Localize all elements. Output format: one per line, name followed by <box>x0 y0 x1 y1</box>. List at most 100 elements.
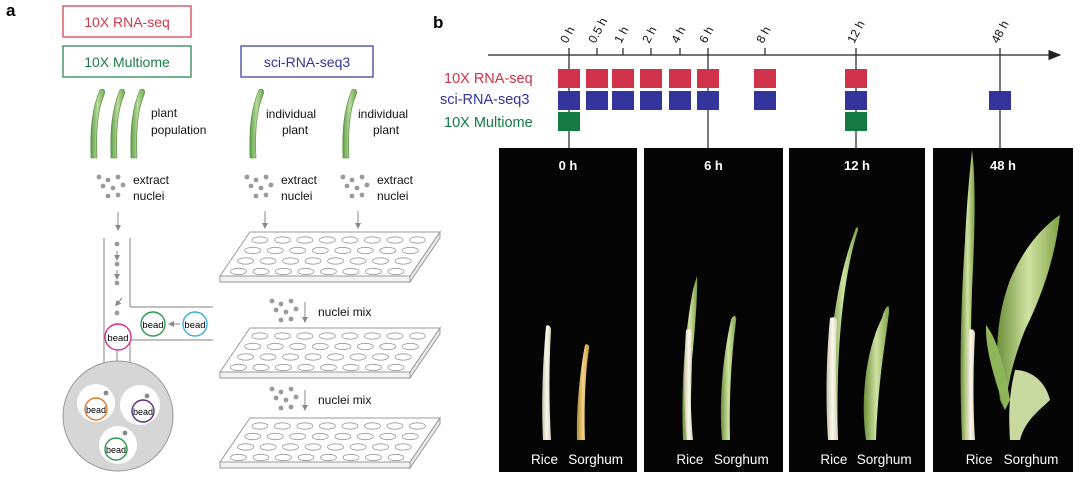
seedling-shape <box>1009 370 1050 440</box>
well <box>275 267 292 276</box>
well <box>394 443 412 451</box>
nuclei-mix-dots-1 <box>269 298 299 323</box>
well <box>274 236 291 244</box>
well <box>319 332 336 340</box>
sampling-square <box>754 69 776 88</box>
nuclei-mix-label-1: nuclei mix <box>318 305 371 319</box>
bead-label: bead <box>106 445 126 455</box>
panel-b-letter: b <box>433 13 443 32</box>
well <box>372 353 389 361</box>
well <box>230 453 247 462</box>
well-plate <box>219 416 441 470</box>
bead-label: bead <box>86 405 106 415</box>
photo-time-label: 12 h <box>844 158 870 173</box>
well <box>372 443 389 451</box>
well <box>386 236 404 244</box>
sampling-square <box>845 69 867 88</box>
well <box>259 353 277 361</box>
individual-plant-illustration-2 <box>342 88 357 159</box>
well <box>372 257 389 265</box>
well <box>364 332 381 340</box>
sampling-square <box>558 69 580 88</box>
sampling-square <box>697 69 719 88</box>
sampling-square <box>586 69 608 88</box>
well <box>364 236 381 244</box>
sampling-square <box>640 91 662 110</box>
well <box>356 432 374 441</box>
well <box>387 267 405 276</box>
well <box>296 422 314 430</box>
individual-plant-label-1-line2: plant <box>282 123 309 137</box>
well <box>297 267 315 276</box>
seedling-shape <box>863 306 890 440</box>
well <box>289 432 307 441</box>
well <box>394 257 412 265</box>
sampling-square <box>697 91 719 110</box>
well <box>327 443 344 451</box>
well <box>356 342 374 351</box>
well-plate <box>219 230 441 284</box>
sampling-square <box>640 69 662 88</box>
seedling-shape <box>576 344 590 440</box>
rna-seq-box <box>62 5 192 38</box>
sampling-square <box>558 112 580 131</box>
timeline-tick-label: 0.5 h <box>585 15 610 45</box>
well <box>237 257 254 265</box>
well-plate <box>219 326 441 380</box>
seedling-shape <box>966 329 975 440</box>
well <box>386 332 404 340</box>
well <box>230 363 247 372</box>
well <box>266 432 284 441</box>
well <box>296 236 314 244</box>
well <box>401 342 419 351</box>
bead-purple <box>131 399 155 423</box>
sampling-squares <box>558 69 1011 131</box>
well <box>349 443 367 451</box>
well <box>327 257 344 265</box>
well <box>251 236 269 244</box>
well <box>259 443 277 451</box>
well <box>282 353 299 361</box>
well <box>252 267 270 276</box>
photo-background <box>499 148 637 472</box>
timeline-tick-label: 2 h <box>639 24 659 45</box>
timeline-tick-label: 4 h <box>668 24 688 45</box>
seedling-shape <box>997 215 1060 410</box>
sampling-square <box>669 69 691 88</box>
well <box>304 257 322 265</box>
well <box>401 432 419 441</box>
bead-label: bead <box>133 407 153 417</box>
nuclei-in-channel <box>114 241 120 316</box>
multiome-box-label: 10X Multiome <box>84 54 170 70</box>
well <box>320 453 337 462</box>
well <box>349 353 367 361</box>
seedling-shape <box>960 150 975 440</box>
well <box>251 332 269 340</box>
bead-pink <box>104 323 132 351</box>
photo-panels: 0 h Rice Sorghum 6 h Rice Sorghum 12 h Rice Sorg… <box>499 148 1073 472</box>
seedling-shape <box>542 325 551 440</box>
well <box>289 246 307 255</box>
well <box>409 332 426 340</box>
well <box>379 246 397 255</box>
well <box>387 453 405 462</box>
plant-label-line2: population <box>151 123 206 137</box>
bead-orange <box>84 397 108 421</box>
well <box>409 422 426 430</box>
well <box>379 432 397 441</box>
well <box>342 267 360 276</box>
well <box>379 342 397 351</box>
photo-right-label: Sorghum <box>568 452 623 467</box>
sampling-square <box>586 91 608 110</box>
photo-right-label: Sorghum <box>714 452 769 467</box>
timeline-tick-label: 6 h <box>696 24 716 45</box>
seedling-shape <box>826 317 838 440</box>
seedling-shape <box>720 315 737 440</box>
well <box>319 422 336 430</box>
well <box>319 236 336 244</box>
individual-plant-label-1-line1: individual <box>266 107 316 121</box>
photo-panel: 0 h Rice Sorghum <box>499 148 637 472</box>
plant-population-illustration <box>90 88 145 159</box>
well <box>342 363 360 372</box>
